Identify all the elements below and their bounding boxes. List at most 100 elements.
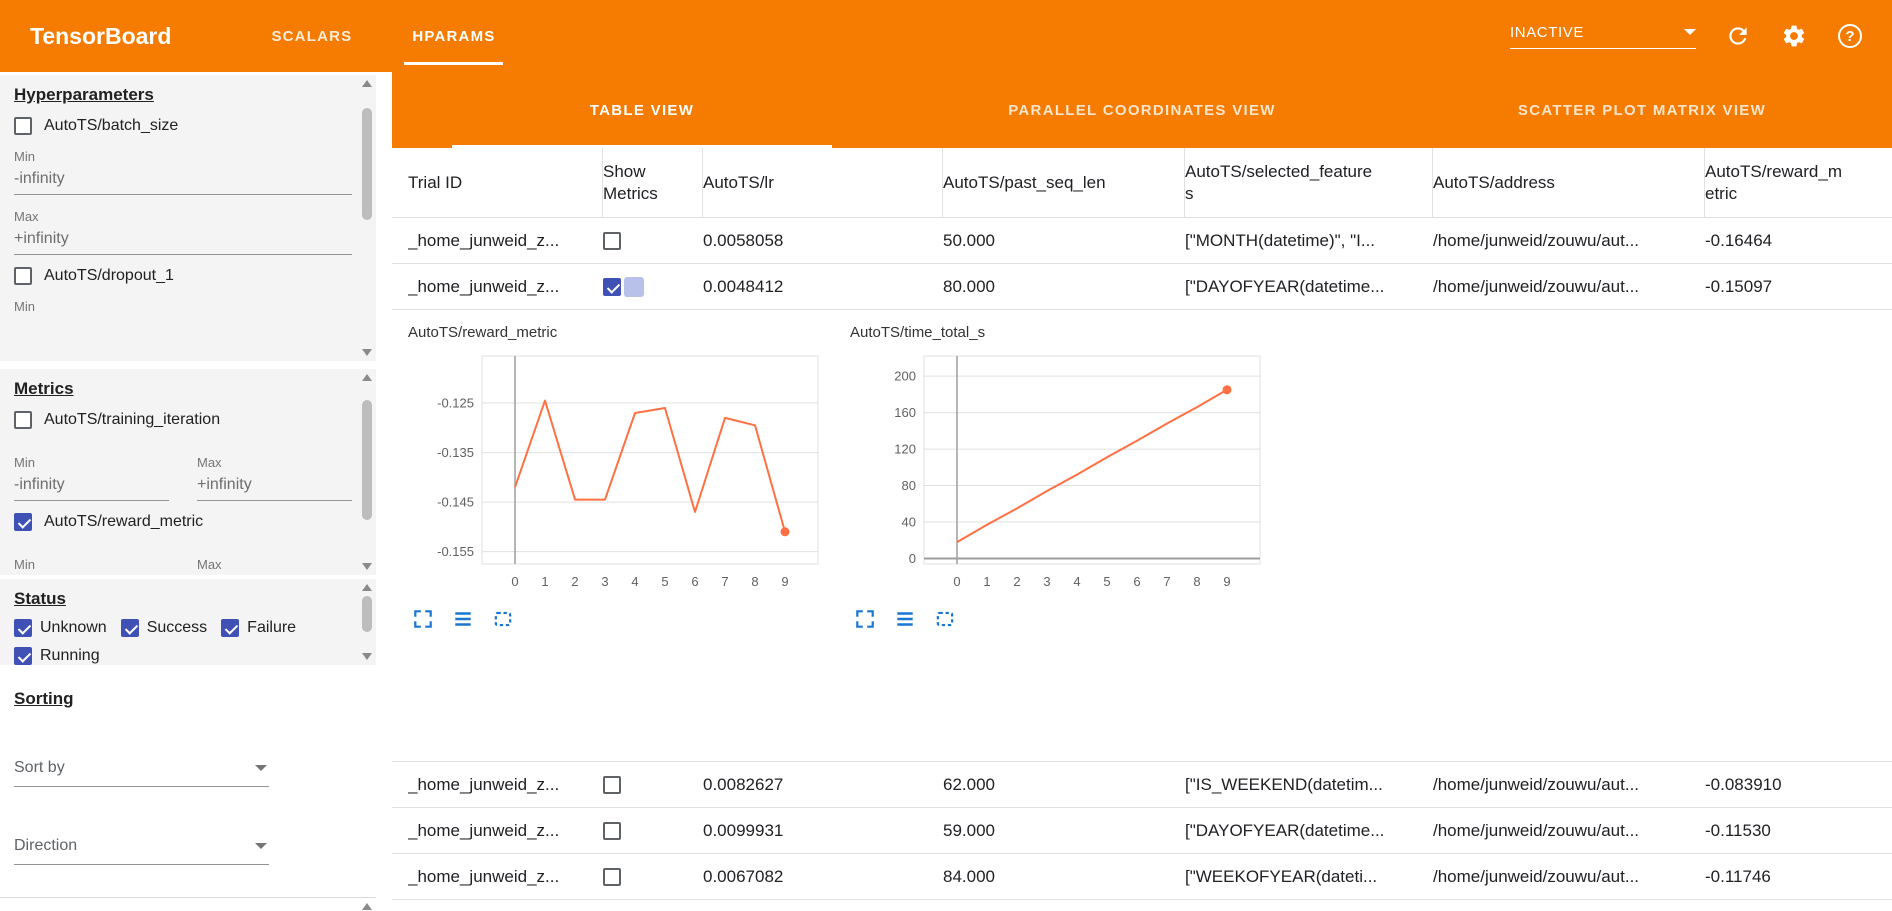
scrollbar[interactable] (361, 584, 373, 660)
checkbox[interactable] (14, 619, 32, 637)
header-controls: INACTIVE ? (1510, 22, 1892, 50)
checkbox[interactable] (14, 647, 32, 665)
scrollbar-thumb[interactable] (362, 108, 372, 220)
hparam-item[interactable]: AutoTS/batch_size (14, 117, 362, 135)
min-input[interactable]: -infinity (14, 164, 352, 195)
past-seq-len-cell: 62.000 (943, 774, 995, 794)
session-charts-region: AutoTS/reward_metric -0.125 -0.135 -0.145 -0… (392, 310, 1892, 762)
column-header[interactable]: Trial ID (408, 148, 603, 217)
fit-domain-icon[interactable] (934, 608, 956, 630)
column-header[interactable]: AutoTS/address (1433, 148, 1705, 217)
metric-item[interactable]: AutoTS/reward_metric (14, 513, 362, 531)
table-rows-bottom: _home_junweid_z... 0.0082627 62.000 ["IS… (392, 762, 1892, 900)
svg-text:4: 4 (631, 574, 638, 589)
view-tab[interactable]: TABLE VIEW (392, 72, 892, 148)
status-item[interactable]: Failure (221, 619, 296, 637)
checkbox-ripple (624, 276, 644, 297)
scrollbar-thumb[interactable] (362, 400, 372, 520)
checkbox[interactable] (14, 411, 32, 429)
tab-scalars[interactable]: SCALARS (271, 27, 353, 45)
metric-item[interactable]: AutoTS/training_iteration (14, 411, 362, 429)
view-tab[interactable]: PARALLEL COORDINATES VIEW (1008, 101, 1276, 119)
table-row[interactable]: _home_junweid_z... 0.0082627 62.000 ["IS… (392, 762, 1892, 808)
status-item[interactable]: Success (120, 619, 207, 637)
status-item[interactable]: Running (14, 647, 100, 665)
section-title-hyperparameters: Hyperparameters (14, 85, 154, 104)
scroll-down-arrow-icon[interactable] (362, 563, 372, 570)
status-label: Failure (247, 619, 297, 636)
max-input[interactable]: +infinity (14, 224, 352, 255)
show-metrics-checkbox[interactable] (603, 277, 621, 296)
header-tabs: SCALARS HPARAMS (241, 0, 525, 72)
scrollbar[interactable] (361, 903, 373, 911)
svg-text:80: 80 (902, 478, 916, 493)
section-title-paging: Paging (14, 908, 362, 911)
scroll-up-arrow-icon[interactable] (362, 584, 372, 591)
column-header[interactable]: AutoTS/lr (703, 148, 943, 217)
max-input[interactable]: +infinity (197, 470, 352, 501)
show-metrics-checkbox[interactable] (603, 231, 621, 250)
table-row[interactable]: _home_junweid_z... 0.0099931 59.000 ["DA… (392, 808, 1892, 854)
table-row[interactable]: _home_junweid_z... 0.0048412 80.000 ["DA… (392, 264, 1892, 310)
column-header[interactable]: AutoTS/reward_metric (1705, 162, 1842, 203)
hparam-item[interactable]: AutoTS/dropout_1 (14, 267, 362, 285)
reload-status-dropdown[interactable]: INACTIVE (1510, 24, 1696, 49)
direction-dropdown[interactable]: Direction (14, 829, 269, 865)
svg-text:0: 0 (511, 574, 518, 589)
column-header[interactable]: AutoTS/past_seq_len (943, 148, 1185, 217)
session-metric-chart: AutoTS/time_total_s 0 40 80 120 160 200 0 1 2 3 4 5 6… (850, 324, 1280, 630)
show-metrics-cell (603, 231, 703, 250)
maximize-icon[interactable] (412, 608, 434, 630)
lr-cell: 0.0099931 (703, 820, 784, 840)
show-metrics-checkbox[interactable] (603, 821, 621, 840)
line-chart[interactable]: -0.125 -0.135 -0.145 -0.155 0 1 2 3 4 5 6 7 8 9 (408, 344, 832, 598)
svg-text:7: 7 (721, 574, 728, 589)
scrollbar[interactable] (361, 80, 373, 356)
min-input[interactable]: -infinity (14, 470, 169, 501)
status-item[interactable]: Unknown (14, 619, 107, 637)
scroll-down-arrow-icon[interactable] (362, 349, 372, 356)
svg-text:-0.125: -0.125 (437, 396, 474, 411)
checkbox[interactable] (221, 619, 240, 637)
max-input[interactable]: +infinity (197, 572, 352, 575)
help-icon[interactable]: ? (1836, 22, 1864, 50)
svg-text:8: 8 (1193, 574, 1200, 589)
sort-by-dropdown[interactable]: Sort by (14, 751, 269, 787)
selected-features-cell: ["WEEKOFYEAR(dateti... (1185, 866, 1378, 886)
min-input[interactable]: -infinity (14, 572, 169, 575)
checkbox[interactable] (14, 513, 32, 531)
log-scale-icon[interactable] (894, 608, 916, 630)
line-chart[interactable]: 0 40 80 120 160 200 0 1 2 3 4 5 6 7 8 9 (850, 344, 1274, 598)
refresh-icon[interactable] (1724, 22, 1752, 50)
selected-features-cell: ["DAYOFYEAR(datetime... (1185, 820, 1385, 840)
scroll-up-arrow-icon[interactable] (362, 80, 372, 87)
view-tab[interactable]: SCATTER PLOT MATRIX VIEW (1517, 101, 1767, 119)
show-metrics-checkbox[interactable] (603, 775, 621, 794)
scroll-up-arrow-icon[interactable] (362, 903, 372, 910)
column-header[interactable]: AutoTS/selected_features (1185, 148, 1433, 217)
show-metrics-checkbox[interactable] (603, 867, 621, 886)
checkbox[interactable] (14, 117, 32, 135)
maximize-icon[interactable] (854, 608, 876, 630)
fit-domain-icon[interactable] (492, 608, 514, 630)
svg-text:-0.135: -0.135 (437, 445, 474, 460)
table-row[interactable]: _home_junweid_z... 0.0067082 84.000 ["WE… (392, 854, 1892, 900)
tab-hparams[interactable]: HPARAMS (382, 0, 525, 72)
scrollbar-thumb[interactable] (362, 596, 372, 632)
svg-text:160: 160 (894, 405, 916, 420)
chart-toolbar (412, 608, 838, 630)
lr-cell: 0.0082627 (703, 774, 784, 794)
checkbox[interactable] (14, 267, 32, 285)
svg-text:3: 3 (1043, 574, 1050, 589)
settings-gear-icon[interactable] (1780, 22, 1808, 50)
scroll-down-arrow-icon[interactable] (362, 653, 372, 660)
table-row[interactable]: _home_junweid_z... 0.0058058 50.000 ["MO… (392, 218, 1892, 264)
table-header: Trial ID Show Metrics AutoTS/lr AutoTS/past… (392, 148, 1892, 218)
svg-text:200: 200 (894, 369, 916, 384)
lr-cell: 0.0067082 (703, 866, 784, 886)
scrollbar[interactable] (361, 374, 373, 570)
scroll-up-arrow-icon[interactable] (362, 374, 372, 381)
log-scale-icon[interactable] (452, 608, 474, 630)
checkbox[interactable] (120, 619, 139, 637)
column-header[interactable]: Show Metrics (603, 148, 703, 217)
